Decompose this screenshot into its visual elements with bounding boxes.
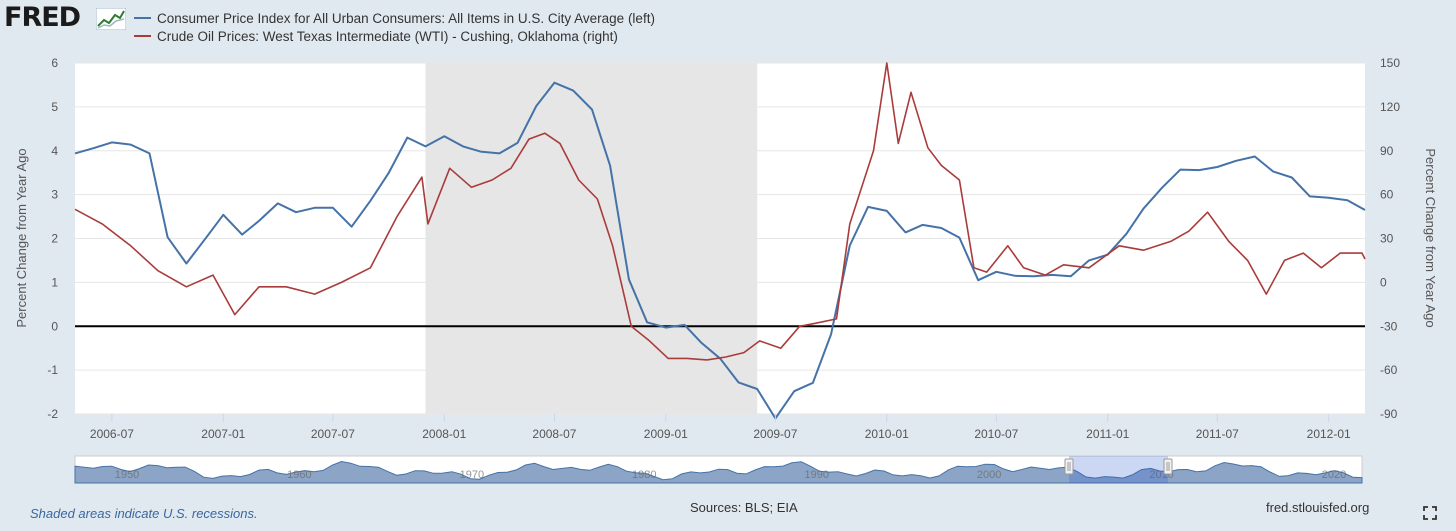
right-axis-ticks: -90 -60 -30 0 30 60 90 120 150 [1380, 56, 1400, 421]
left-tick-label: 1 [51, 275, 58, 289]
right-tick-label: -30 [1380, 319, 1398, 333]
left-axis-ticks: -2 -1 0 1 2 3 4 5 6 [47, 56, 58, 421]
navigator-handle-right[interactable] [1163, 458, 1173, 475]
legend-label-cpi: Consumer Price Index for All Urban Consu… [157, 10, 655, 26]
navigator-series [74, 460, 1363, 484]
chart-area: -2 -1 0 1 2 3 4 5 6 -90 -60 -30 0 30 60 90 120 150 2006-… [14, 56, 1438, 484]
x-tick-label: 2010-07 [974, 427, 1018, 441]
fred-logo[interactable]: FRED [4, 2, 81, 33]
x-tick-label: 2009-01 [644, 427, 688, 441]
series-line-wti [74, 62, 1366, 361]
right-tick-label: -60 [1380, 363, 1398, 377]
right-tick-label: -90 [1380, 407, 1398, 421]
x-tick-label: 2010-01 [865, 427, 909, 441]
x-tick-label: 2011-01 [1086, 427, 1129, 441]
legend-item-cpi[interactable]: Consumer Price Index for All Urban Consu… [134, 10, 655, 26]
x-tick-label: 2012-01 [1307, 427, 1351, 441]
right-tick-label: 0 [1380, 275, 1387, 289]
right-tick-label: 30 [1380, 232, 1394, 246]
navigator-handle-left[interactable] [1064, 458, 1074, 475]
left-tick-label: 3 [51, 188, 58, 202]
navigator[interactable]: 1950 1960 1970 1980 1990 2000 2010 2020 [74, 455, 1363, 484]
x-tick-label: 2009-07 [753, 427, 797, 441]
left-tick-label: 0 [51, 319, 58, 333]
left-tick-label: -2 [47, 407, 58, 421]
right-tick-label: 90 [1380, 144, 1394, 158]
left-tick-label: 4 [51, 144, 58, 158]
line-chart-icon [96, 8, 126, 30]
legend-swatch-cpi [134, 17, 151, 19]
navigator-label: 1970 [460, 469, 484, 481]
x-tick-label: 2008-01 [422, 427, 466, 441]
legend-label-wti: Crude Oil Prices: West Texas Intermediat… [157, 28, 618, 44]
left-tick-label: 6 [51, 56, 58, 70]
right-axis-label: Percent Change from Year Ago [1423, 148, 1438, 327]
navigator-label: 2000 [977, 469, 1001, 481]
fullscreen-icon[interactable] [1423, 506, 1437, 520]
navigator-selection[interactable] [1069, 456, 1168, 483]
right-tick-label: 150 [1380, 56, 1400, 70]
right-tick-label: 120 [1380, 100, 1400, 114]
legend-swatch-wti [134, 35, 151, 37]
right-tick-label: 60 [1380, 188, 1394, 202]
left-axis-label: Percent Change from Year Ago [14, 148, 29, 327]
navigator-label: 1960 [287, 469, 311, 481]
navigator-label: 1990 [804, 469, 828, 481]
x-tick-label: 2007-01 [201, 427, 245, 441]
series-lines [74, 62, 1366, 420]
chart-header: FRED Consumer Price Index for All Urban … [0, 0, 1456, 52]
x-axis-ticks: 2006-07 2007-01 2007-07 2008-01 2008-07 2009-… [90, 414, 1351, 441]
x-tick-label: 2011-07 [1196, 427, 1239, 441]
legend-item-wti[interactable]: Crude Oil Prices: West Texas Intermediat… [134, 28, 618, 44]
sources-text: Sources: BLS; EIA [690, 500, 798, 515]
series-line-cpi [74, 81, 1366, 420]
left-tick-label: 5 [51, 100, 58, 114]
left-tick-label: -1 [47, 363, 58, 377]
navigator-label: 1950 [115, 469, 139, 481]
x-tick-label: 2007-07 [311, 427, 355, 441]
recession-note: Shaded areas indicate U.S. recessions. [30, 506, 258, 521]
x-tick-label: 2006-07 [90, 427, 134, 441]
navigator-label: 2020 [1322, 469, 1346, 481]
navigator-label: 1980 [632, 469, 656, 481]
site-link[interactable]: fred.stlouisfed.org [1266, 500, 1370, 515]
left-tick-label: 2 [51, 232, 58, 246]
x-tick-label: 2008-07 [532, 427, 576, 441]
